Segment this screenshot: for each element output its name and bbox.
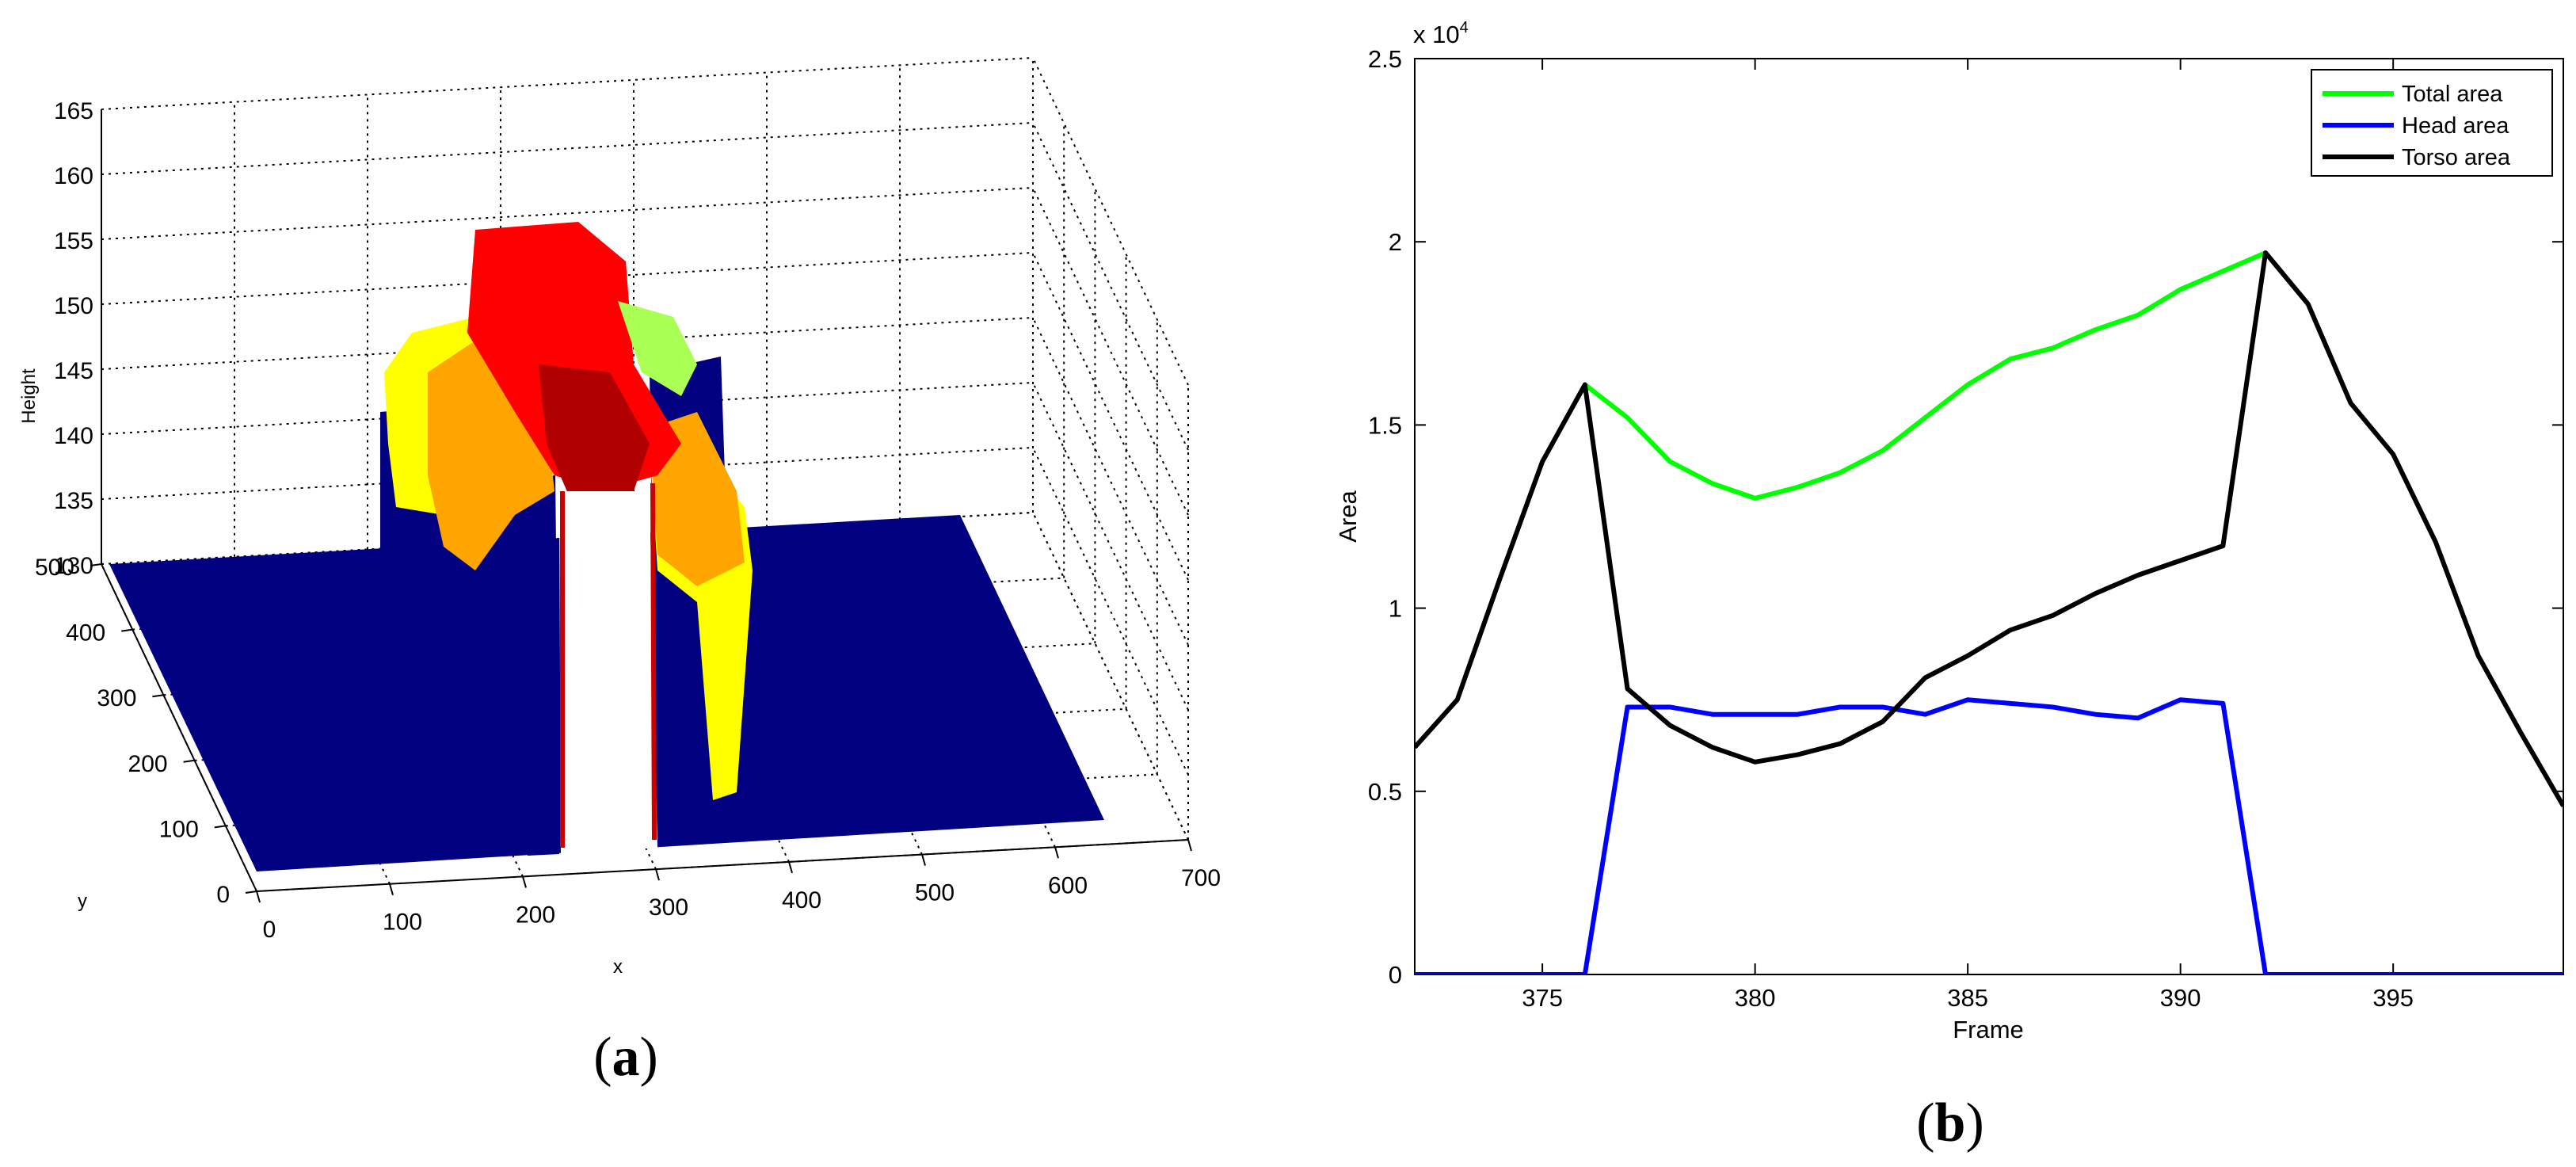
surface-axis-labels: Height y x (18, 368, 623, 978)
x-tick-labels: 375 380 385 390 395 (1522, 984, 2414, 1012)
x-tick-mark (655, 868, 660, 881)
y-tick-mark (121, 628, 133, 632)
x-tick-label: 380 (1735, 984, 1776, 1012)
x-tick-label: 300 (649, 894, 688, 921)
grid-floor-x (1032, 512, 1189, 841)
panel-label-a: (a) (593, 1027, 658, 1088)
right-wall-orange (650, 412, 745, 586)
x-tick-mark (1187, 839, 1192, 852)
x-tick-mark (921, 854, 926, 866)
x-tick-label: 390 (2160, 984, 2201, 1012)
y-tick-label: 300 (97, 685, 136, 711)
y-tick-mark (245, 891, 257, 894)
surface-tick-labels: 0 100 200 300 400 500 600 700010020030040050013… (35, 98, 1221, 943)
z-tick-label: 165 (54, 98, 93, 124)
series-line-torso-area (1415, 250, 2563, 807)
x-tick-label: 500 (915, 880, 955, 906)
grid-back-z (101, 187, 1034, 240)
x-axis-label: x (613, 956, 623, 978)
grid-back-z (101, 122, 1034, 175)
line-plot-panel: 375 380 385 390 395 0 0.5 1 1.5 2 2.5 x 104 Frame… (1334, 19, 2564, 1154)
x-tick-label: 395 (2372, 984, 2414, 1012)
y-axis-line (101, 563, 257, 892)
legend-label: Head area (2402, 113, 2509, 139)
x-axis-line (256, 839, 1189, 892)
y-tick-label: 0 (1389, 961, 1402, 989)
arch-gap (564, 491, 654, 840)
y-tick-label: 100 (159, 816, 199, 842)
y-tick-label: 2.5 (1368, 45, 1402, 73)
grid-back-z (101, 382, 1034, 435)
x-tick-label: 385 (1947, 984, 1988, 1012)
x-tick-label: 100 (383, 910, 422, 936)
x-tick-mark (389, 883, 394, 895)
plot-frame (1414, 58, 2564, 975)
arch-dark-red (539, 364, 650, 499)
y-tick-label: 200 (128, 751, 168, 777)
y-tick-label: 0.5 (1368, 778, 1402, 806)
z-tick-label: 135 (54, 488, 93, 514)
grid-side-z (1032, 447, 1189, 776)
grid-side-z (1032, 57, 1189, 386)
x-tick-label: 200 (516, 902, 555, 928)
grid-side-z (1032, 317, 1189, 646)
x-tick-mark (522, 876, 527, 888)
y-tick-label: 2 (1389, 228, 1402, 256)
y-tick-label: 1 (1389, 595, 1402, 623)
y-tick-mark (214, 825, 226, 829)
legend: Total area Head area Torso area (2311, 69, 2553, 177)
grid-back-z (101, 57, 1034, 110)
gap-edge-right (650, 482, 657, 841)
x-tick-label: 375 (1522, 984, 1563, 1012)
x-tick-mark (788, 861, 793, 874)
y-tick-label: 500 (35, 555, 74, 581)
grid-back-z (101, 447, 1034, 500)
y-tick-label: 400 (66, 620, 105, 646)
y-tick-labels: 0 0.5 1 1.5 2 2.5 (1368, 45, 1402, 989)
grid-back-z (101, 252, 1034, 305)
x-axis-label: Frame (1953, 1016, 2024, 1043)
x-tick-label: 600 (1048, 872, 1088, 898)
grid-side-z (1032, 382, 1189, 711)
line-tick-marks (1415, 58, 2563, 975)
z-tick-label: 150 (54, 293, 93, 319)
arch-green-edge (618, 301, 697, 396)
grid-back-z (101, 317, 1034, 370)
legend-label: Total area (2402, 82, 2503, 107)
z-tick-label: 130 (54, 553, 93, 579)
y-tick-mark (90, 563, 102, 566)
x-tick-mark (256, 891, 261, 903)
legend-label: Torso area (2402, 145, 2511, 170)
grid-side-z (1032, 252, 1189, 581)
z-tick-label: 155 (54, 228, 93, 254)
x-tick-label: 0 (263, 917, 276, 943)
z-tick-label: 140 (54, 423, 93, 449)
series-line-head-area (1415, 697, 2563, 974)
x-tick-mark (1054, 847, 1059, 859)
panel-label-b: (b) (1916, 1093, 1984, 1154)
z-tick-label: 160 (54, 163, 93, 189)
y-tick-mark (152, 694, 164, 698)
grid-side-z (1032, 122, 1189, 451)
surface (109, 222, 1104, 871)
series-line-total-area (1583, 250, 2267, 501)
z-tick-label: 145 (54, 358, 93, 384)
surface-plot-panel: 0 100 200 300 400 500 600 700010020030040050013… (18, 57, 1221, 1088)
z-axis-label: Height (18, 368, 40, 424)
x-tick-label: 700 (1181, 865, 1221, 891)
y-tick-label: 1.5 (1368, 411, 1402, 439)
exponent-label: x 104 (1413, 19, 1469, 48)
y-axis-label: Area (1334, 490, 1362, 543)
x-tick-label: 400 (782, 887, 821, 913)
series-lines (1415, 250, 2563, 974)
y-tick-mark (183, 759, 195, 763)
y-tick-label: 0 (216, 882, 230, 908)
grid-side-z (1032, 187, 1189, 516)
y-axis-label: y (78, 891, 87, 912)
